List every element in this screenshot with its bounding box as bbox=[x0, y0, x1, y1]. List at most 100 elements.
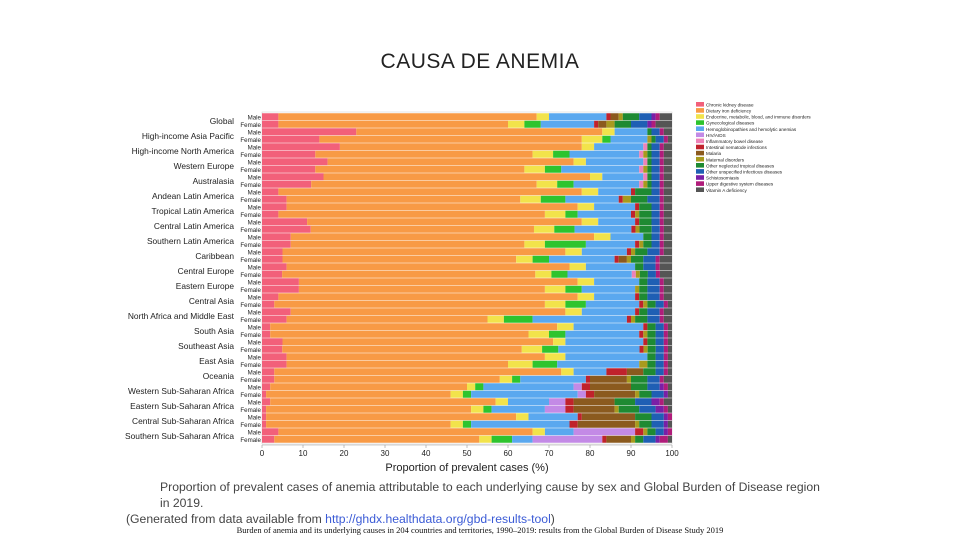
bar-segment-intestinal-nematode-infections bbox=[635, 308, 640, 316]
bar-segment-gynecological-diseases bbox=[475, 383, 484, 391]
bar-segment-hemoglobinopathies-and-hemolytic-anemias bbox=[558, 345, 640, 353]
bar-segment-intestinal-nematode-infections bbox=[614, 255, 619, 263]
bar-segment-vitamin-a-deficiency bbox=[663, 225, 672, 233]
bar-segment-other-neglected-tropical-diseases bbox=[651, 135, 656, 143]
legend-label: Endocrine, metabolic, blood, and immune … bbox=[706, 115, 811, 120]
bar-segment-vitamin-a-deficiency bbox=[667, 345, 672, 353]
bar-segment-hemoglobinopathies-and-hemolytic-anemias bbox=[585, 263, 636, 271]
bar-segment-upper-digestive-system-diseases bbox=[655, 255, 660, 263]
sex-label: Female bbox=[240, 212, 261, 219]
bar-segment-endocrine-metabolic-blood-and-immune-disorders bbox=[520, 195, 541, 203]
bars-layer bbox=[261, 111, 673, 445]
bar-segment-chronic-kidney-disease bbox=[262, 368, 275, 376]
region-label: Global bbox=[210, 116, 234, 126]
sex-label: Male bbox=[248, 114, 262, 121]
sex-label: Male bbox=[248, 354, 262, 361]
bar-segment-endocrine-metabolic-blood-and-immune-disorders bbox=[487, 315, 504, 323]
bar-segment-intestinal-nematode-infections bbox=[565, 405, 574, 413]
bar-segment-dietary-iron-deficiency bbox=[278, 120, 508, 128]
sex-label: Male bbox=[248, 294, 262, 301]
bar-segment-gynecological-diseases bbox=[602, 135, 611, 143]
bar-segment-vitamin-a-deficiency bbox=[663, 218, 672, 226]
bar-segment-upper-digestive-system-diseases bbox=[659, 173, 664, 181]
bar-segment-schistosomiasis bbox=[663, 420, 668, 428]
x-tick-label: 70 bbox=[545, 449, 554, 458]
source-link[interactable]: http://ghdx.healthdata.org/gbd-results-t… bbox=[325, 512, 551, 526]
bar-segment-vitamin-a-deficiency bbox=[667, 405, 672, 413]
bar-segment-endocrine-metabolic-blood-and-immune-disorders bbox=[499, 375, 513, 383]
bar-segment-chronic-kidney-disease bbox=[262, 143, 340, 151]
caption-source-suffix: ) bbox=[550, 512, 555, 526]
bar-segment-other-neglected-tropical-diseases bbox=[631, 255, 644, 263]
figure-caption: Proportion of prevalent cases of anemia … bbox=[126, 479, 826, 527]
x-tick-label: 0 bbox=[260, 449, 265, 458]
bar-segment-endocrine-metabolic-blood-and-immune-disorders bbox=[471, 405, 484, 413]
bar-segment-hemoglobinopathies-and-hemolytic-anemias bbox=[577, 210, 631, 218]
bar-segment-upper-digestive-system-diseases bbox=[667, 428, 672, 436]
bar-segment-vitamin-a-deficiency bbox=[663, 188, 672, 196]
bar-segment-hemoglobinopathies-and-hemolytic-anemias bbox=[614, 128, 648, 136]
bar-segment-dietary-iron-deficiency bbox=[286, 360, 508, 368]
bar-segment-hiv-aids bbox=[549, 398, 566, 406]
bar-segment-upper-digestive-system-diseases bbox=[659, 285, 664, 293]
bar-segment-other-unspecified-infectious-diseases bbox=[651, 233, 660, 241]
bar-segment-dietary-iron-deficiency bbox=[274, 435, 480, 443]
bar-segment-other-neglected-tropical-diseases bbox=[647, 300, 656, 308]
bar-segment-endocrine-metabolic-blood-and-immune-disorders bbox=[577, 203, 595, 211]
legend-swatch-chronic-kidney-disease bbox=[696, 102, 704, 107]
bar-segment-other-neglected-tropical-diseases bbox=[647, 143, 652, 151]
bar-segment-hemoglobinopathies-and-hemolytic-anemias bbox=[520, 375, 586, 383]
bar-segment-endocrine-metabolic-blood-and-immune-disorders bbox=[528, 330, 549, 338]
bar-segment-other-unspecified-infectious-diseases bbox=[647, 315, 660, 323]
sex-label: Female bbox=[240, 272, 261, 279]
bar-segment-gynecological-diseases bbox=[544, 165, 562, 173]
sex-label: Female bbox=[240, 182, 261, 189]
bar-segment-vitamin-a-deficiency bbox=[667, 435, 672, 443]
bar-segment-upper-digestive-system-diseases bbox=[659, 398, 664, 406]
legend-swatch-dietary-iron-deficiency bbox=[696, 108, 704, 113]
bar-segment-hemoglobinopathies-and-hemolytic-anemias bbox=[585, 158, 644, 166]
bar-segment-chronic-kidney-disease bbox=[262, 225, 311, 233]
bar-segment-malaria bbox=[610, 113, 619, 121]
bar-segment-hemoglobinopathies-and-hemolytic-anemias bbox=[471, 420, 570, 428]
bar-segment-dietary-iron-deficiency bbox=[286, 315, 488, 323]
bar-segment-hemoglobinopathies-and-hemolytic-anemias bbox=[561, 165, 640, 173]
bar-segment-other-unspecified-infectious-diseases bbox=[651, 188, 660, 196]
region-label: Southern Latin America bbox=[147, 236, 234, 246]
bar-segment-other-unspecified-infectious-diseases bbox=[647, 270, 656, 278]
sex-label: Male bbox=[248, 309, 262, 316]
bar-segment-dietary-iron-deficiency bbox=[310, 225, 534, 233]
bar-segment-other-unspecified-infectious-diseases bbox=[655, 330, 664, 338]
sex-label: Male bbox=[248, 219, 262, 226]
region-label: Western Sub-Saharan Africa bbox=[128, 386, 234, 396]
bar-segment-other-neglected-tropical-diseases bbox=[639, 210, 652, 218]
caption-line-1: Proportion of prevalent cases of anemia … bbox=[160, 480, 820, 510]
bar-segment-hemoglobinopathies-and-hemolytic-anemias bbox=[544, 428, 574, 436]
bar-segment-gynecological-diseases bbox=[532, 360, 558, 368]
sex-label: Male bbox=[248, 369, 262, 376]
bar-segment-maternal-disorders bbox=[631, 435, 636, 443]
bar-segment-dietary-iron-deficiency bbox=[298, 285, 545, 293]
bar-segment-other-unspecified-infectious-diseases bbox=[651, 413, 664, 421]
bar-segment-endocrine-metabolic-blood-and-immune-disorders bbox=[524, 240, 545, 248]
bar-segment-dietary-iron-deficiency bbox=[282, 345, 522, 353]
sex-label: Female bbox=[240, 257, 261, 264]
sex-label: Female bbox=[240, 197, 261, 204]
legend-label: HIV/AIDS bbox=[706, 133, 726, 138]
bar-segment-gynecological-diseases bbox=[491, 435, 513, 443]
bar-segment-hemoglobinopathies-and-hemolytic-anemias bbox=[532, 315, 627, 323]
bar-segment-upper-digestive-system-diseases bbox=[663, 330, 668, 338]
bar-segment-chronic-kidney-disease bbox=[262, 158, 328, 166]
bar-segment-intestinal-nematode-infections bbox=[631, 188, 636, 196]
bar-segment-other-neglected-tropical-diseases bbox=[647, 353, 656, 361]
bar-segment-upper-digestive-system-diseases bbox=[663, 360, 668, 368]
bar-segment-gynecological-diseases bbox=[551, 270, 568, 278]
bar-segment-hemoglobinopathies-and-hemolytic-anemias bbox=[491, 405, 545, 413]
sex-label: Male bbox=[248, 204, 262, 211]
x-tick-label: 80 bbox=[586, 449, 595, 458]
bar-segment-upper-digestive-system-diseases bbox=[659, 143, 664, 151]
bar-segment-endocrine-metabolic-blood-and-immune-disorders bbox=[557, 323, 574, 331]
bar-segment-chronic-kidney-disease bbox=[262, 398, 271, 406]
bar-segment-hiv-aids bbox=[573, 428, 636, 436]
bar-segment-upper-digestive-system-diseases bbox=[659, 233, 664, 241]
